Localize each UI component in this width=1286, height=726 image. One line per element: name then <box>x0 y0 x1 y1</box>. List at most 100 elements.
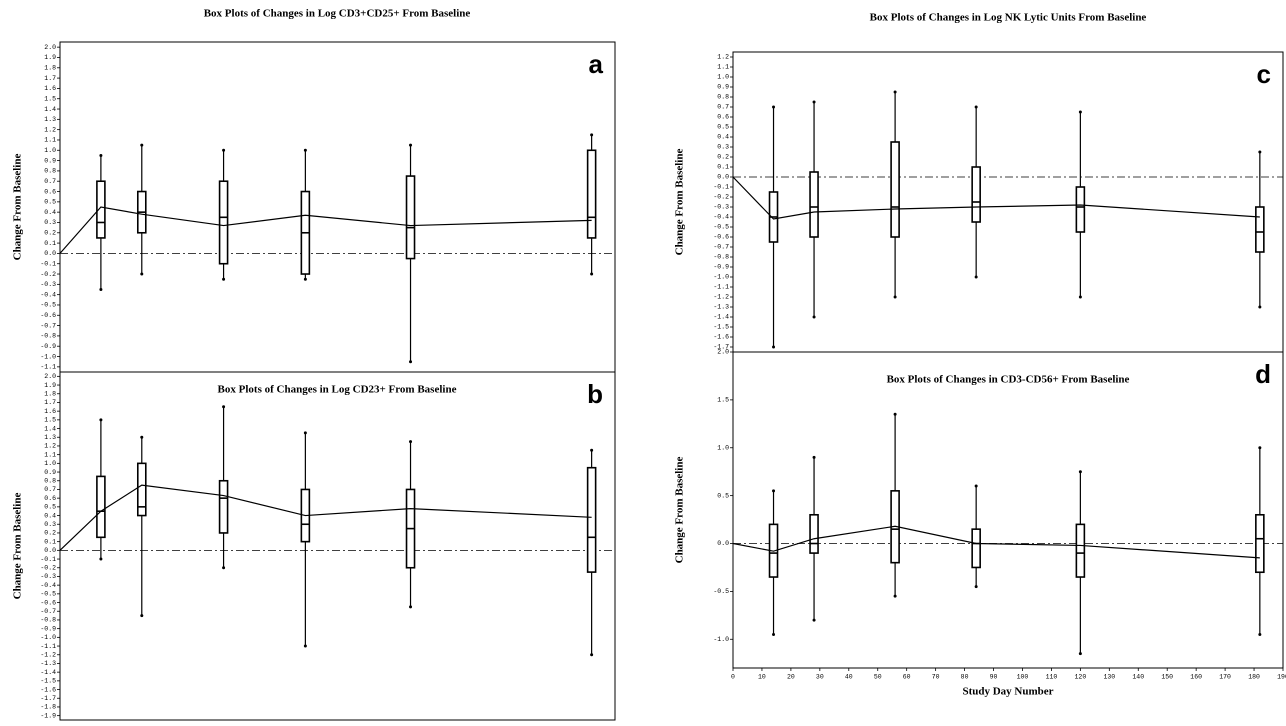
whisker-end <box>1078 470 1082 474</box>
mean-line <box>59 206 592 254</box>
y-tick-label: 1.8 <box>44 65 56 72</box>
y-tick-label: 0.5 <box>44 504 56 511</box>
whisker-end <box>812 455 816 459</box>
y-tick-label: 1.0 <box>44 147 56 154</box>
y-tick-label: -0.7 <box>40 322 56 329</box>
y-tick-label: -1.3 <box>713 304 729 311</box>
whisker-end <box>893 295 897 299</box>
mean-line <box>732 525 1260 559</box>
panel-letter: a <box>589 49 604 79</box>
box <box>1075 523 1086 578</box>
y-tick-label: 1.0 <box>717 74 729 81</box>
y-tick-label: 1.6 <box>44 85 56 92</box>
whisker-end <box>409 143 413 147</box>
whisker-end <box>812 618 816 622</box>
whisker-end <box>974 585 978 589</box>
whisker-end <box>303 431 307 435</box>
y-tick-label: -0.8 <box>40 333 56 340</box>
y-tick-label: -1.6 <box>40 686 56 693</box>
whisker-end <box>1258 305 1262 309</box>
y-tick-label: 0.6 <box>717 114 729 121</box>
whisker-end <box>99 153 103 157</box>
y-tick-label: 0.1 <box>717 164 729 171</box>
whisker-end <box>590 653 594 657</box>
y-tick-label: 1.2 <box>44 443 56 450</box>
whisker-end <box>222 148 226 152</box>
whisker-end <box>812 315 816 319</box>
y-tick-label: -1.0 <box>713 636 729 643</box>
whisker-end <box>974 484 978 488</box>
y-tick-label: -1.0 <box>40 634 56 641</box>
y-tick-label: 0.7 <box>44 486 56 493</box>
x-tick-label: 150 <box>1161 674 1173 681</box>
x-axis-label: Study Day Number <box>962 686 1053 698</box>
whisker-end <box>812 100 816 104</box>
plot-frame <box>732 351 1284 669</box>
box <box>809 171 819 238</box>
panel-letter: c <box>1257 59 1271 89</box>
x-tick-label: 180 <box>1248 674 1260 681</box>
y-tick-label: -1.8 <box>40 704 56 711</box>
y-tick-label: -0.2 <box>713 194 729 201</box>
y-tick-label: -0.2 <box>40 564 56 571</box>
y-tick-label: -0.5 <box>713 224 729 231</box>
x-tick-label: 190 <box>1277 674 1286 681</box>
y-tick-label: 1.2 <box>44 126 56 133</box>
box <box>218 479 229 534</box>
y-tick-label: -0.7 <box>40 608 56 615</box>
y-tick-label: 0.6 <box>44 495 56 502</box>
whisker-end <box>140 614 144 618</box>
x-tick-label: 50 <box>874 674 882 681</box>
whisker-end <box>303 148 307 152</box>
y-tick-label: 1.6 <box>44 408 56 415</box>
whisker-end <box>1078 110 1082 114</box>
y-tick-label: -1.4 <box>40 669 56 676</box>
y-tick-label: 1.5 <box>44 417 56 424</box>
y-tick-label: 0.5 <box>717 124 729 131</box>
whisker-end <box>772 345 776 349</box>
y-tick-label: 2.0 <box>717 349 729 356</box>
y-tick-label: 0.4 <box>717 134 729 141</box>
whisker-end <box>772 489 776 493</box>
x-tick-label: 80 <box>961 674 969 681</box>
whisker-end <box>99 418 103 422</box>
panel-letter: b <box>587 379 603 409</box>
x-tick-label: 160 <box>1190 674 1202 681</box>
y-tick-label: 1.8 <box>44 390 56 397</box>
whisker-end <box>140 435 144 439</box>
y-tick-label: -0.3 <box>40 281 56 288</box>
whisker-end <box>409 440 413 444</box>
y-tick-label: 1.0 <box>44 460 56 467</box>
y-tick-label: -0.7 <box>713 244 729 251</box>
y-tick-label: 0.6 <box>44 188 56 195</box>
whisker-end <box>99 557 103 561</box>
x-tick-label: 90 <box>990 674 998 681</box>
box <box>971 166 981 223</box>
x-tick-label: 30 <box>816 674 824 681</box>
x-tick-label: 10 <box>758 674 766 681</box>
y-tick-label: 1.5 <box>717 397 729 404</box>
y-tick-label: 0.9 <box>717 84 729 91</box>
whisker-end <box>409 360 413 364</box>
whisker-end <box>590 133 594 137</box>
y-tick-label: 0.0 <box>44 547 56 554</box>
y-tick-label: 1.9 <box>44 54 56 61</box>
chart-title: Box Plots of Changes in CD3-CD56+ From B… <box>887 374 1130 386</box>
y-tick-label: -0.6 <box>40 599 56 606</box>
box <box>1255 206 1265 253</box>
box <box>586 466 597 573</box>
y-tick-label: 0.8 <box>44 477 56 484</box>
y-tick-label: 0.2 <box>44 530 56 537</box>
y-tick-label: 2.0 <box>44 44 56 51</box>
y-tick-label: -0.5 <box>40 302 56 309</box>
whisker-end <box>222 405 226 409</box>
x-tick-label: 120 <box>1075 674 1087 681</box>
x-tick-label: 170 <box>1219 674 1231 681</box>
whisker-end <box>590 448 594 452</box>
y-tick-label: -1.7 <box>713 344 729 351</box>
whisker-end <box>99 288 103 291</box>
y-tick-label: -0.3 <box>40 573 56 580</box>
y-tick-label: -0.1 <box>713 184 729 191</box>
y-tick-label: 0.8 <box>44 168 56 175</box>
